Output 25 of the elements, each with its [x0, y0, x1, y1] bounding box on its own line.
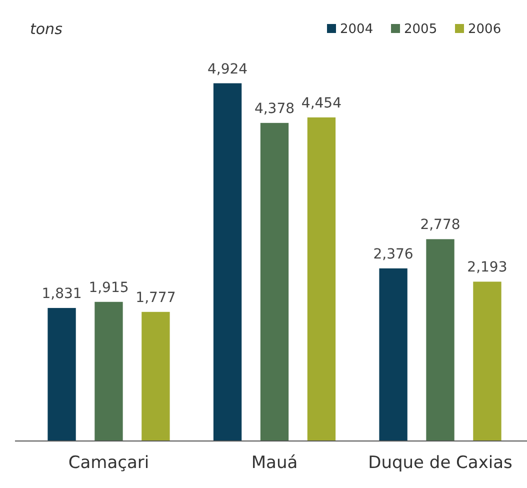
data-label: 1,831 — [42, 286, 82, 302]
bar — [307, 117, 336, 441]
data-label: 4,378 — [254, 100, 295, 117]
bar — [213, 83, 242, 441]
legend-label: 2005 — [404, 22, 438, 37]
x-tick-label: Camaçari — [68, 453, 150, 473]
data-label: 2,193 — [467, 260, 508, 276]
data-label: 4,454 — [301, 95, 342, 112]
data-label: 2,778 — [420, 217, 460, 234]
legend-label: 2006 — [468, 22, 502, 37]
y-axis-title: tons — [30, 20, 63, 38]
bar — [94, 302, 123, 441]
data-label: 1,915 — [88, 280, 129, 296]
x-tick-label: Mauá — [251, 453, 298, 473]
bar — [473, 282, 502, 441]
bar — [379, 268, 408, 441]
bar — [260, 122, 289, 441]
data-label: 4,924 — [207, 61, 248, 78]
data-label: 1,777 — [136, 290, 176, 306]
legend-label: 2004 — [340, 22, 374, 37]
bar — [48, 308, 76, 441]
bar — [142, 312, 170, 441]
x-tick-label: Duque de Caxias — [368, 453, 513, 473]
data-label: 2,376 — [373, 246, 414, 262]
bar — [426, 239, 454, 441]
